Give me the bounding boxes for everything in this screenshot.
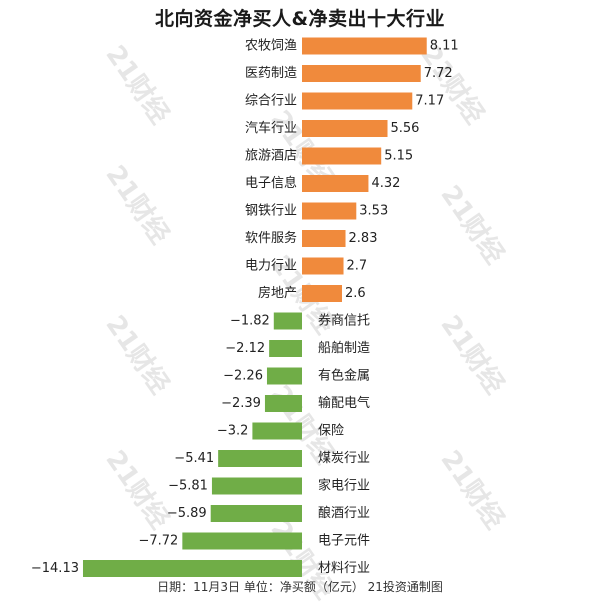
- bar: [264, 395, 302, 412]
- bar: [218, 450, 302, 467]
- bar: [302, 285, 342, 302]
- value-label: −2.12: [225, 341, 265, 356]
- category-label: 券商信托: [318, 313, 370, 329]
- bar: [269, 340, 302, 357]
- category-label: 家电行业: [318, 478, 370, 494]
- bar: [210, 505, 302, 522]
- value-label: 2.6: [345, 286, 366, 301]
- bar: [302, 257, 344, 275]
- value-label: 8.11: [430, 39, 459, 54]
- bar: [302, 120, 388, 137]
- bar: [302, 230, 346, 247]
- category-label: 酿酒行业: [318, 505, 370, 521]
- category-label: 保险: [318, 424, 344, 439]
- value-label: −5.89: [167, 506, 207, 521]
- category-label: 船舶制造: [318, 340, 370, 356]
- category-label: 软件服务: [245, 230, 297, 246]
- value-label: 2.7: [347, 259, 368, 274]
- category-label: 综合行业: [245, 94, 297, 109]
- value-label: 5.15: [384, 149, 413, 164]
- value-label: −5.41: [174, 451, 214, 466]
- bar: [302, 92, 413, 110]
- category-label: 电力行业: [245, 259, 297, 274]
- bar: [302, 37, 427, 55]
- category-label: 农牧饲渔: [245, 39, 297, 54]
- category-label: 旅游酒店: [245, 149, 297, 164]
- category-label: 房地产: [258, 285, 297, 301]
- value-label: 7.72: [424, 66, 453, 81]
- value-label: −1.82: [230, 314, 270, 329]
- category-label: 有色金属: [318, 368, 370, 384]
- bar: [211, 477, 302, 495]
- bar: [182, 532, 302, 550]
- category-label: 煤炭行业: [318, 451, 370, 466]
- value-label: 7.17: [415, 94, 444, 109]
- value-label: 5.56: [391, 121, 420, 136]
- value-label: −2.39: [221, 396, 261, 411]
- category-label: 医药制造: [245, 66, 297, 81]
- chart-footer: 日期：11月3日 单位：净买额（亿元） 21投资通制图: [157, 580, 443, 594]
- chart-title: 北向资金净买人&净卖出十大行业: [154, 8, 446, 30]
- value-label: −7.72: [138, 534, 178, 549]
- bar: [273, 312, 302, 330]
- value-label: −5.81: [168, 479, 208, 494]
- bar: [302, 147, 382, 165]
- bar: [302, 202, 357, 220]
- category-label: 输配电气: [318, 395, 370, 411]
- category-label: 汽车行业: [245, 120, 297, 136]
- value-label: −14.13: [31, 561, 79, 576]
- bar: [82, 560, 302, 577]
- bar: [302, 175, 369, 192]
- category-label: 电子信息: [245, 175, 297, 191]
- category-label: 材料行业: [318, 561, 370, 576]
- value-label: −3.2: [217, 424, 249, 439]
- value-label: 2.83: [349, 231, 378, 246]
- value-label: 3.53: [359, 204, 388, 219]
- category-label: 电子元件: [318, 534, 370, 549]
- value-label: 4.32: [371, 176, 400, 191]
- category-label: 钢铁行业: [245, 204, 297, 219]
- bar: [252, 422, 302, 440]
- bar: [302, 65, 421, 82]
- value-label: −2.26: [223, 369, 263, 384]
- bar: [266, 367, 302, 385]
